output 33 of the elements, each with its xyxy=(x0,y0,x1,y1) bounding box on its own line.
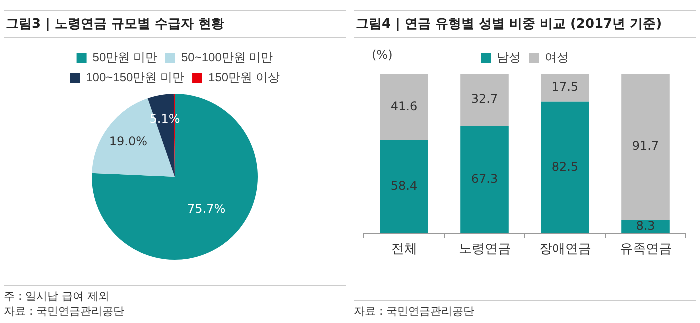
data-label: 17.5 xyxy=(552,80,579,94)
bar xyxy=(380,140,428,234)
text: 자료 : 국민연금관리공단 xyxy=(354,300,696,319)
y-axis-title: (%) xyxy=(372,48,393,62)
data-label: 67.3 xyxy=(471,172,498,186)
data-label: 41.6 xyxy=(390,99,418,114)
bar xyxy=(541,74,590,102)
bar xyxy=(380,74,428,140)
data-label: 19.0% xyxy=(109,134,148,148)
chart-title: 그림4 | 연금 유형별 성별 비중 비교 (2017년 기준) xyxy=(354,10,696,38)
data-label: 91.7 xyxy=(632,139,660,154)
bar xyxy=(460,126,509,234)
legend-label: 여성 xyxy=(545,50,569,64)
x-tick-label: 장애연금 xyxy=(539,240,592,256)
data-label: 58.4 xyxy=(390,178,418,193)
legend-label: 남성 xyxy=(497,50,521,64)
x-tick-label: 전체 xyxy=(391,240,418,256)
data-label: 75.7% xyxy=(188,202,226,216)
bar xyxy=(622,74,670,220)
data-label: 32.7 xyxy=(471,92,498,106)
legend-label: 150만원 이상 xyxy=(208,70,280,84)
data-label: 8.3 xyxy=(636,218,656,233)
text: 자료 : 국민연금관리공단 xyxy=(4,305,125,318)
chart-title: 그림3 | 노령연금 규모별 수급자 현황 xyxy=(4,10,346,38)
legend-label: 50만원 미만 xyxy=(92,50,158,64)
bar xyxy=(460,74,509,126)
x-tick-label: 유족연금 xyxy=(620,240,672,256)
text: 주 : 일시납 급여 제외 xyxy=(4,290,110,303)
bar xyxy=(541,102,590,234)
legend-label: 50~100만원 미만 xyxy=(181,50,274,64)
data-label: 82.5 xyxy=(552,160,579,174)
x-tick-label: 노령연금 xyxy=(458,240,511,256)
legend-label: 100~150만원 미만 xyxy=(86,70,185,84)
